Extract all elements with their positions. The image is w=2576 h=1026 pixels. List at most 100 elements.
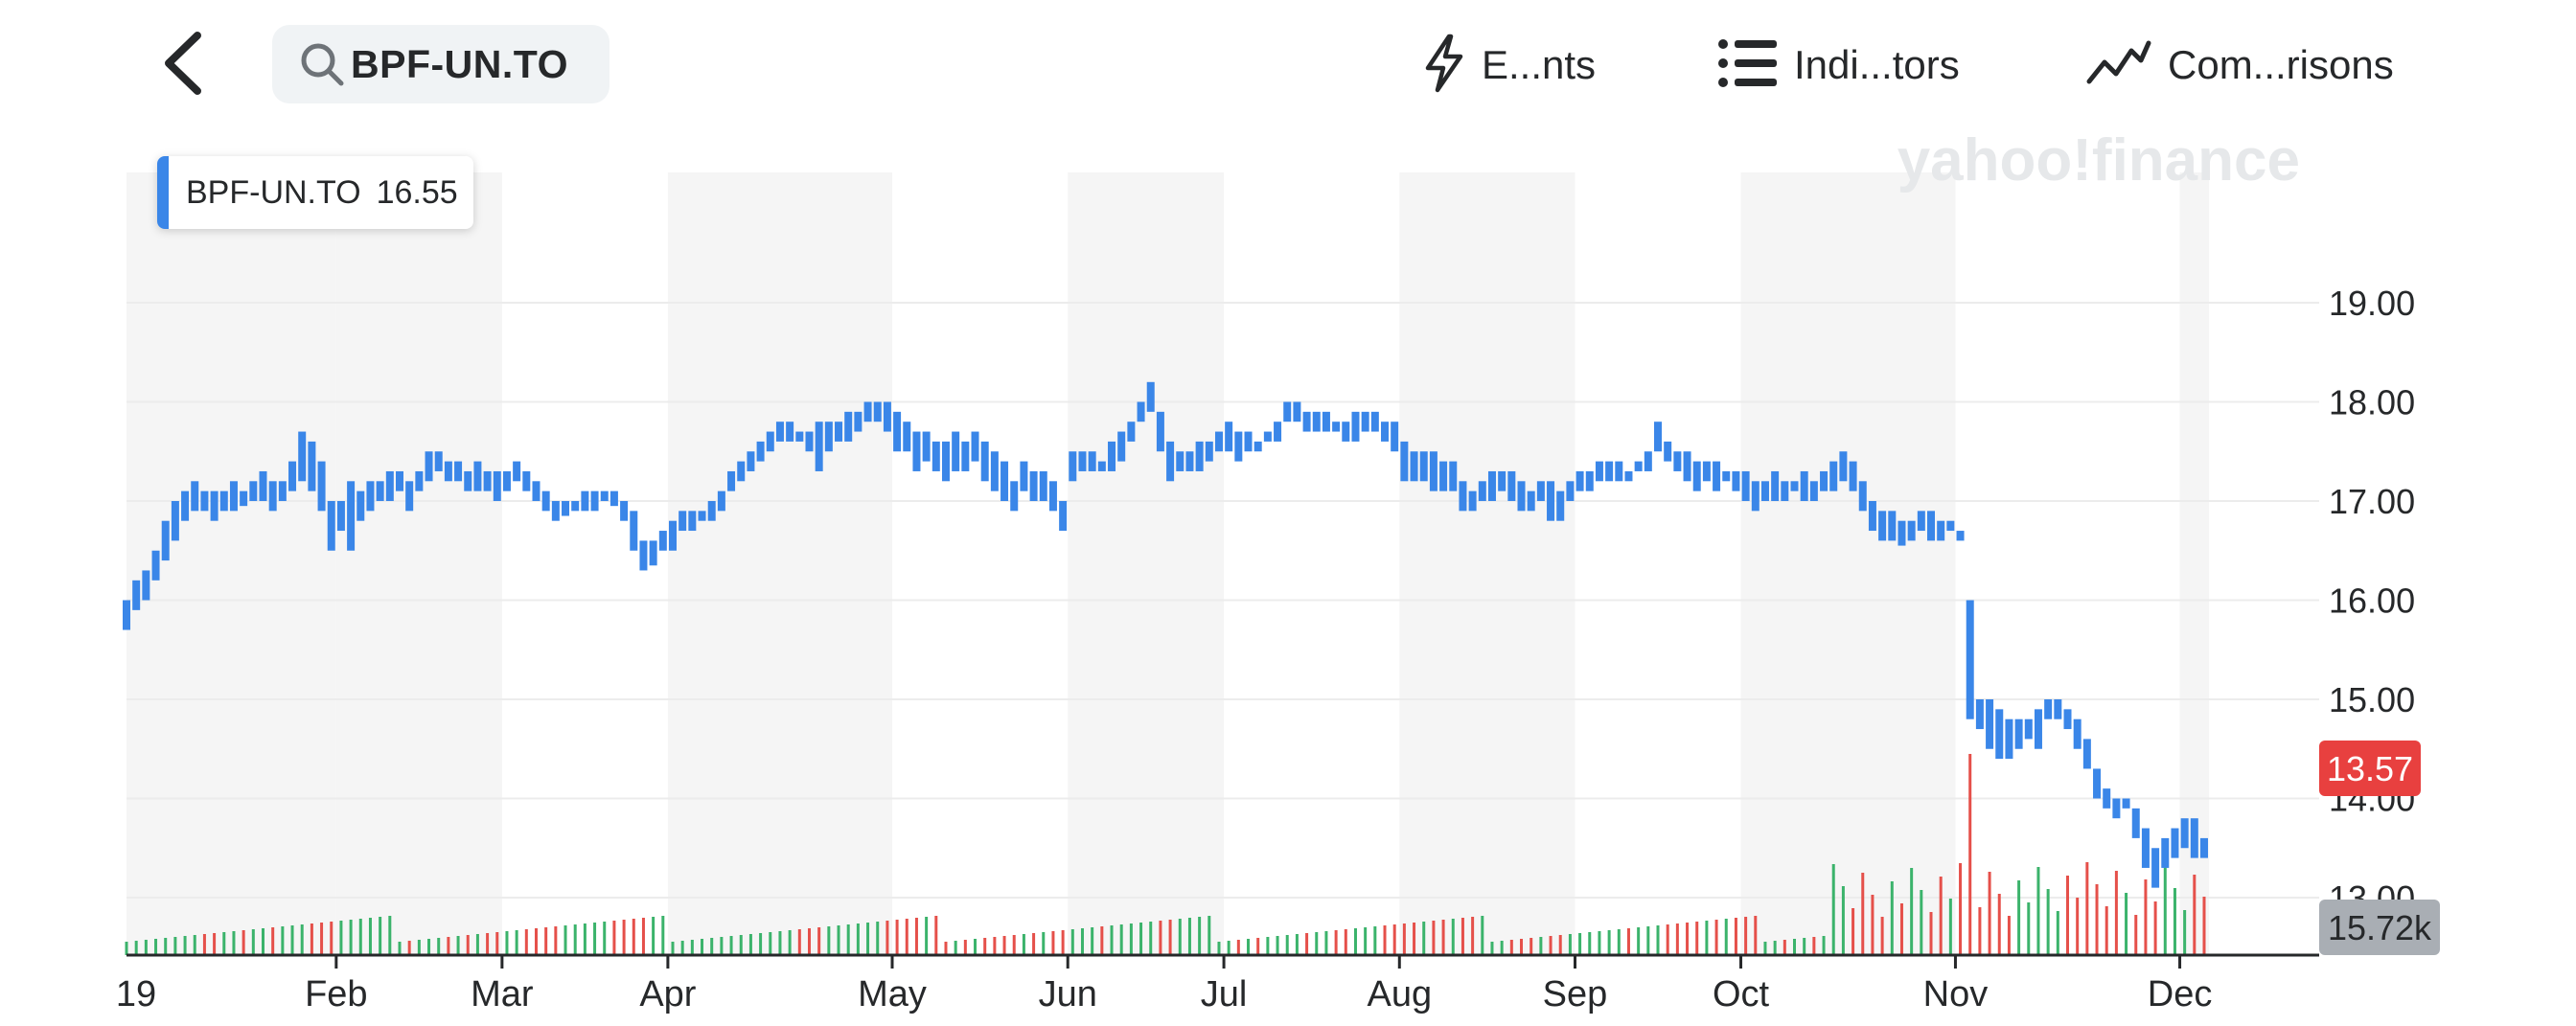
price-bar xyxy=(1956,531,1965,541)
volume-bar xyxy=(1422,922,1426,955)
price-bar xyxy=(952,431,960,471)
chevron-left-icon xyxy=(165,32,201,95)
volume-bar xyxy=(1070,929,1074,955)
price-bar xyxy=(863,401,872,422)
volume-bar xyxy=(1831,864,1835,955)
volume-bar xyxy=(544,927,548,955)
price-bar xyxy=(961,441,970,471)
price-bar xyxy=(434,451,443,471)
volume-bar xyxy=(1139,923,1143,955)
volume-bar xyxy=(144,940,148,955)
price-bar xyxy=(1917,511,1925,532)
price-bar xyxy=(1429,451,1438,491)
price-bar xyxy=(1410,451,1418,482)
volume-bar xyxy=(641,918,645,955)
volume-bar xyxy=(1754,916,1758,955)
price-bar xyxy=(1010,481,1019,512)
volume-bar xyxy=(1880,917,1884,955)
price-bar xyxy=(240,490,248,507)
volume-bar xyxy=(1012,935,1016,955)
price-bar xyxy=(278,481,287,501)
price-bar xyxy=(630,511,638,551)
volume-bar xyxy=(379,917,382,955)
volume-bar xyxy=(1724,919,1728,955)
volume-bar xyxy=(729,936,733,955)
price-bar xyxy=(639,540,648,571)
price-bar xyxy=(259,470,267,501)
price-bar xyxy=(464,470,472,491)
volume-bar xyxy=(1803,938,1806,955)
volume-bar xyxy=(1324,931,1328,955)
volume-bar xyxy=(2114,871,2118,955)
volume-bar xyxy=(1178,919,1182,955)
price-bar xyxy=(835,422,843,442)
y-tick-label: 17.00 xyxy=(2329,482,2415,521)
price-bar xyxy=(795,431,804,442)
volume-bar xyxy=(1871,895,1874,955)
back-button[interactable] xyxy=(144,23,220,103)
price-bar xyxy=(727,470,736,491)
volume-bar xyxy=(1549,936,1552,955)
comparisons-button[interactable]: Com...risons xyxy=(2085,29,2394,102)
volume-bar xyxy=(330,922,334,955)
price-chart[interactable]: yahoo!finance 19 Feb Mar Apr May Jun Jul Aug Sep… xyxy=(0,125,2576,1021)
price-bar xyxy=(1702,461,1711,482)
price-bar xyxy=(2005,718,2013,760)
volume-bar xyxy=(251,929,255,955)
volume-bar xyxy=(1578,933,1582,955)
x-tick-label: Sep xyxy=(1543,974,1608,1015)
volume-bar xyxy=(827,926,831,955)
indicators-button[interactable]: Indi...tors xyxy=(1717,29,1960,102)
volume-bar xyxy=(1217,942,1221,955)
price-bar xyxy=(1986,699,1994,749)
volume-bar xyxy=(993,937,997,955)
volume-bar xyxy=(554,926,558,955)
volume-bar xyxy=(242,930,245,955)
price-bar xyxy=(483,470,492,491)
volume-bar xyxy=(437,938,441,955)
volume-bar xyxy=(310,923,313,955)
x-tick-label: Aug xyxy=(1367,974,1432,1015)
price-bar xyxy=(376,481,384,501)
x-tick-label: May xyxy=(858,974,927,1015)
volume-bar xyxy=(2085,862,2089,955)
price-bar xyxy=(893,411,902,452)
price-bar xyxy=(513,461,521,482)
volume-bar xyxy=(456,936,460,955)
price-bar xyxy=(229,481,238,512)
volume-bar xyxy=(837,925,840,955)
price-bar xyxy=(1078,451,1087,471)
volume-bar xyxy=(290,925,294,955)
indicators-label: Indi...tors xyxy=(1794,42,1960,87)
volume-bar xyxy=(1149,922,1153,955)
price-bar xyxy=(2044,699,2053,719)
volume-value: 15.72k xyxy=(2328,908,2432,947)
events-button[interactable]: E...nts xyxy=(1422,29,1596,102)
price-bar xyxy=(317,461,326,512)
price-bar xyxy=(171,501,179,541)
volume-bar xyxy=(2125,893,2128,955)
volume-bar xyxy=(1198,917,1202,955)
volume-bar xyxy=(974,939,978,955)
volume-bar xyxy=(788,930,792,955)
x-tick-label: Mar xyxy=(471,974,534,1015)
volume-bar xyxy=(1032,933,1036,955)
volume-bar xyxy=(1939,877,1943,955)
symbol-search-field[interactable]: BPF-UN.TO xyxy=(272,25,610,103)
price-bar xyxy=(2073,718,2082,749)
volume-bar xyxy=(183,936,187,955)
volume-bar xyxy=(1247,939,1251,955)
tooltip-symbol: BPF-UN.TO xyxy=(186,173,361,211)
volume-bar xyxy=(1782,940,1786,955)
volume-bar xyxy=(398,942,402,955)
price-chart-svg[interactable]: yahoo!finance 19 Feb Mar Apr May Jun Jul Aug Sep… xyxy=(0,125,2576,1021)
volume-bar xyxy=(748,934,752,955)
volume-bar xyxy=(417,940,421,955)
price-bar xyxy=(1771,470,1780,501)
price-bar xyxy=(1176,451,1184,471)
volume-badge: 15.72k xyxy=(2319,900,2440,955)
price-bar xyxy=(2131,808,2140,838)
volume-bar xyxy=(1305,933,1309,955)
price-bar xyxy=(2122,798,2130,809)
price-bar xyxy=(1868,501,1876,532)
